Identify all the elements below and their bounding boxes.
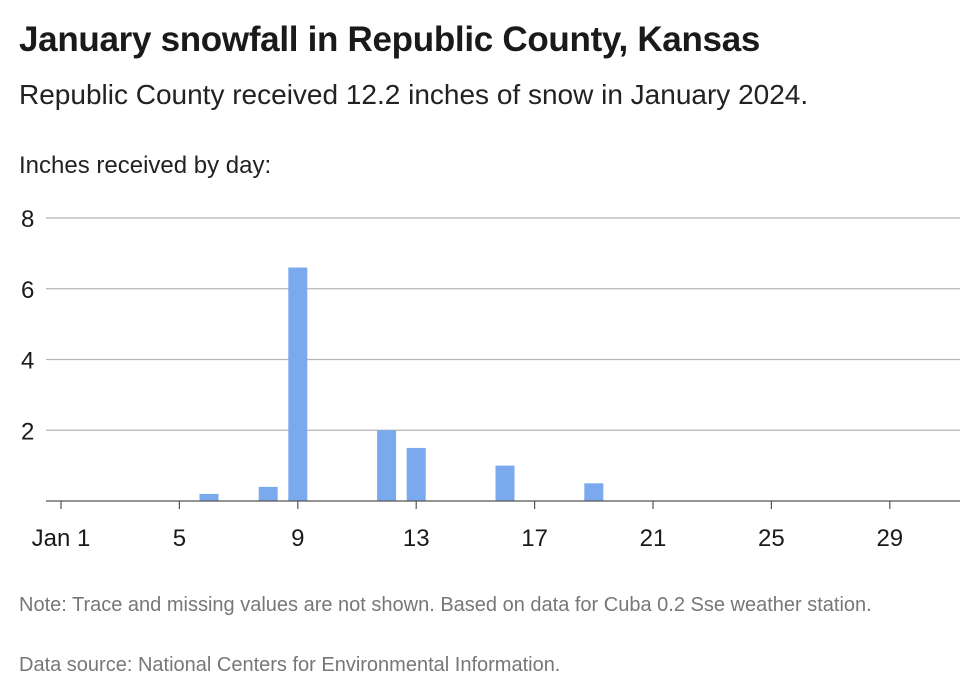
y-axis-label: Inches received by day: (19, 152, 272, 179)
chart-title: January snowfall in Republic County, Kan… (19, 20, 761, 59)
bar-jan-13 (406, 447, 426, 501)
x-tick-label: 25 (758, 525, 785, 552)
x-tick-label: 5 (173, 525, 186, 552)
x-tick-label: 13 (403, 525, 430, 552)
bar-chart: 2 4 6 8 Jan 1 5 9 13 17 21 25 29 (21, 206, 960, 552)
chart-subtitle: Republic County received 12.2 inches of … (19, 79, 809, 110)
x-tick-label: 9 (291, 525, 304, 552)
bar-jan-12 (377, 430, 397, 501)
y-tick-label: 4 (21, 348, 34, 375)
bar-jan-8 (258, 486, 278, 501)
x-tick-label: 29 (876, 525, 903, 552)
y-tick-label: 8 (21, 206, 34, 233)
y-tick-label: 6 (21, 277, 34, 304)
bar-jan-16 (495, 465, 515, 501)
y-tick-label: 2 (21, 418, 34, 445)
x-tick-label: 21 (640, 525, 667, 552)
gridlines (46, 217, 960, 431)
bar-jan-9 (288, 267, 308, 501)
bars (199, 267, 604, 501)
bar-jan-6 (199, 493, 219, 501)
chart-note: Note: Trace and missing values are not s… (19, 594, 872, 616)
x-tick-labels: Jan 1 5 9 13 17 21 25 29 (32, 525, 904, 552)
x-tick-label: Jan 1 (32, 525, 91, 552)
y-tick-labels: 2 4 6 8 (21, 206, 34, 445)
bar-jan-19 (584, 483, 604, 501)
data-source: Data source: National Centers for Enviro… (19, 654, 561, 676)
x-axis (46, 500, 960, 509)
x-tick-label: 17 (521, 525, 548, 552)
